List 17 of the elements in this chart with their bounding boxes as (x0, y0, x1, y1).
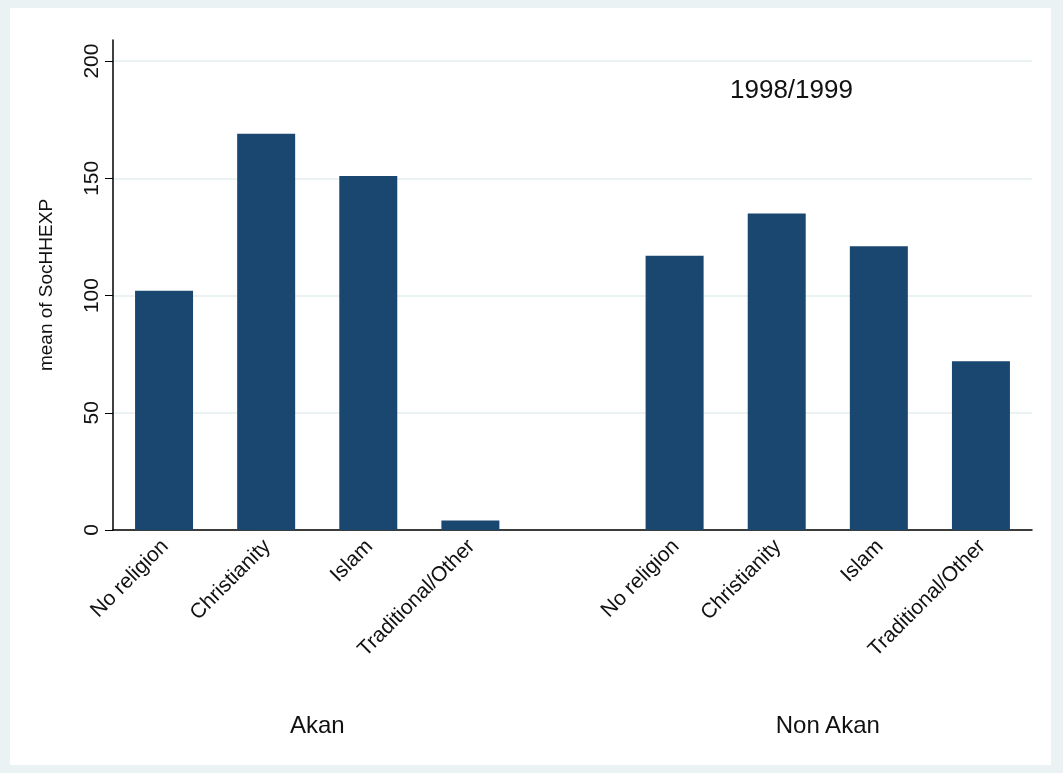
text: Akan (289, 710, 345, 738)
bar (951, 361, 1010, 530)
bar (339, 175, 398, 530)
annotation: 1998/1999 (730, 74, 853, 104)
y-tick-label: 150 (79, 160, 102, 196)
y-tick-label: 200 (79, 43, 102, 79)
y-tick-label: 50 (79, 401, 102, 425)
y-tick-label: 100 (79, 278, 102, 314)
bar (237, 133, 296, 530)
bar (135, 290, 194, 530)
bar (441, 520, 500, 530)
y-tick-label: 0 (79, 524, 102, 536)
bar (645, 255, 704, 530)
bar (747, 213, 806, 530)
text: Non Akan (775, 710, 880, 738)
bar (849, 246, 908, 530)
y-axis-title: mean of SocHHEXP (35, 198, 56, 372)
